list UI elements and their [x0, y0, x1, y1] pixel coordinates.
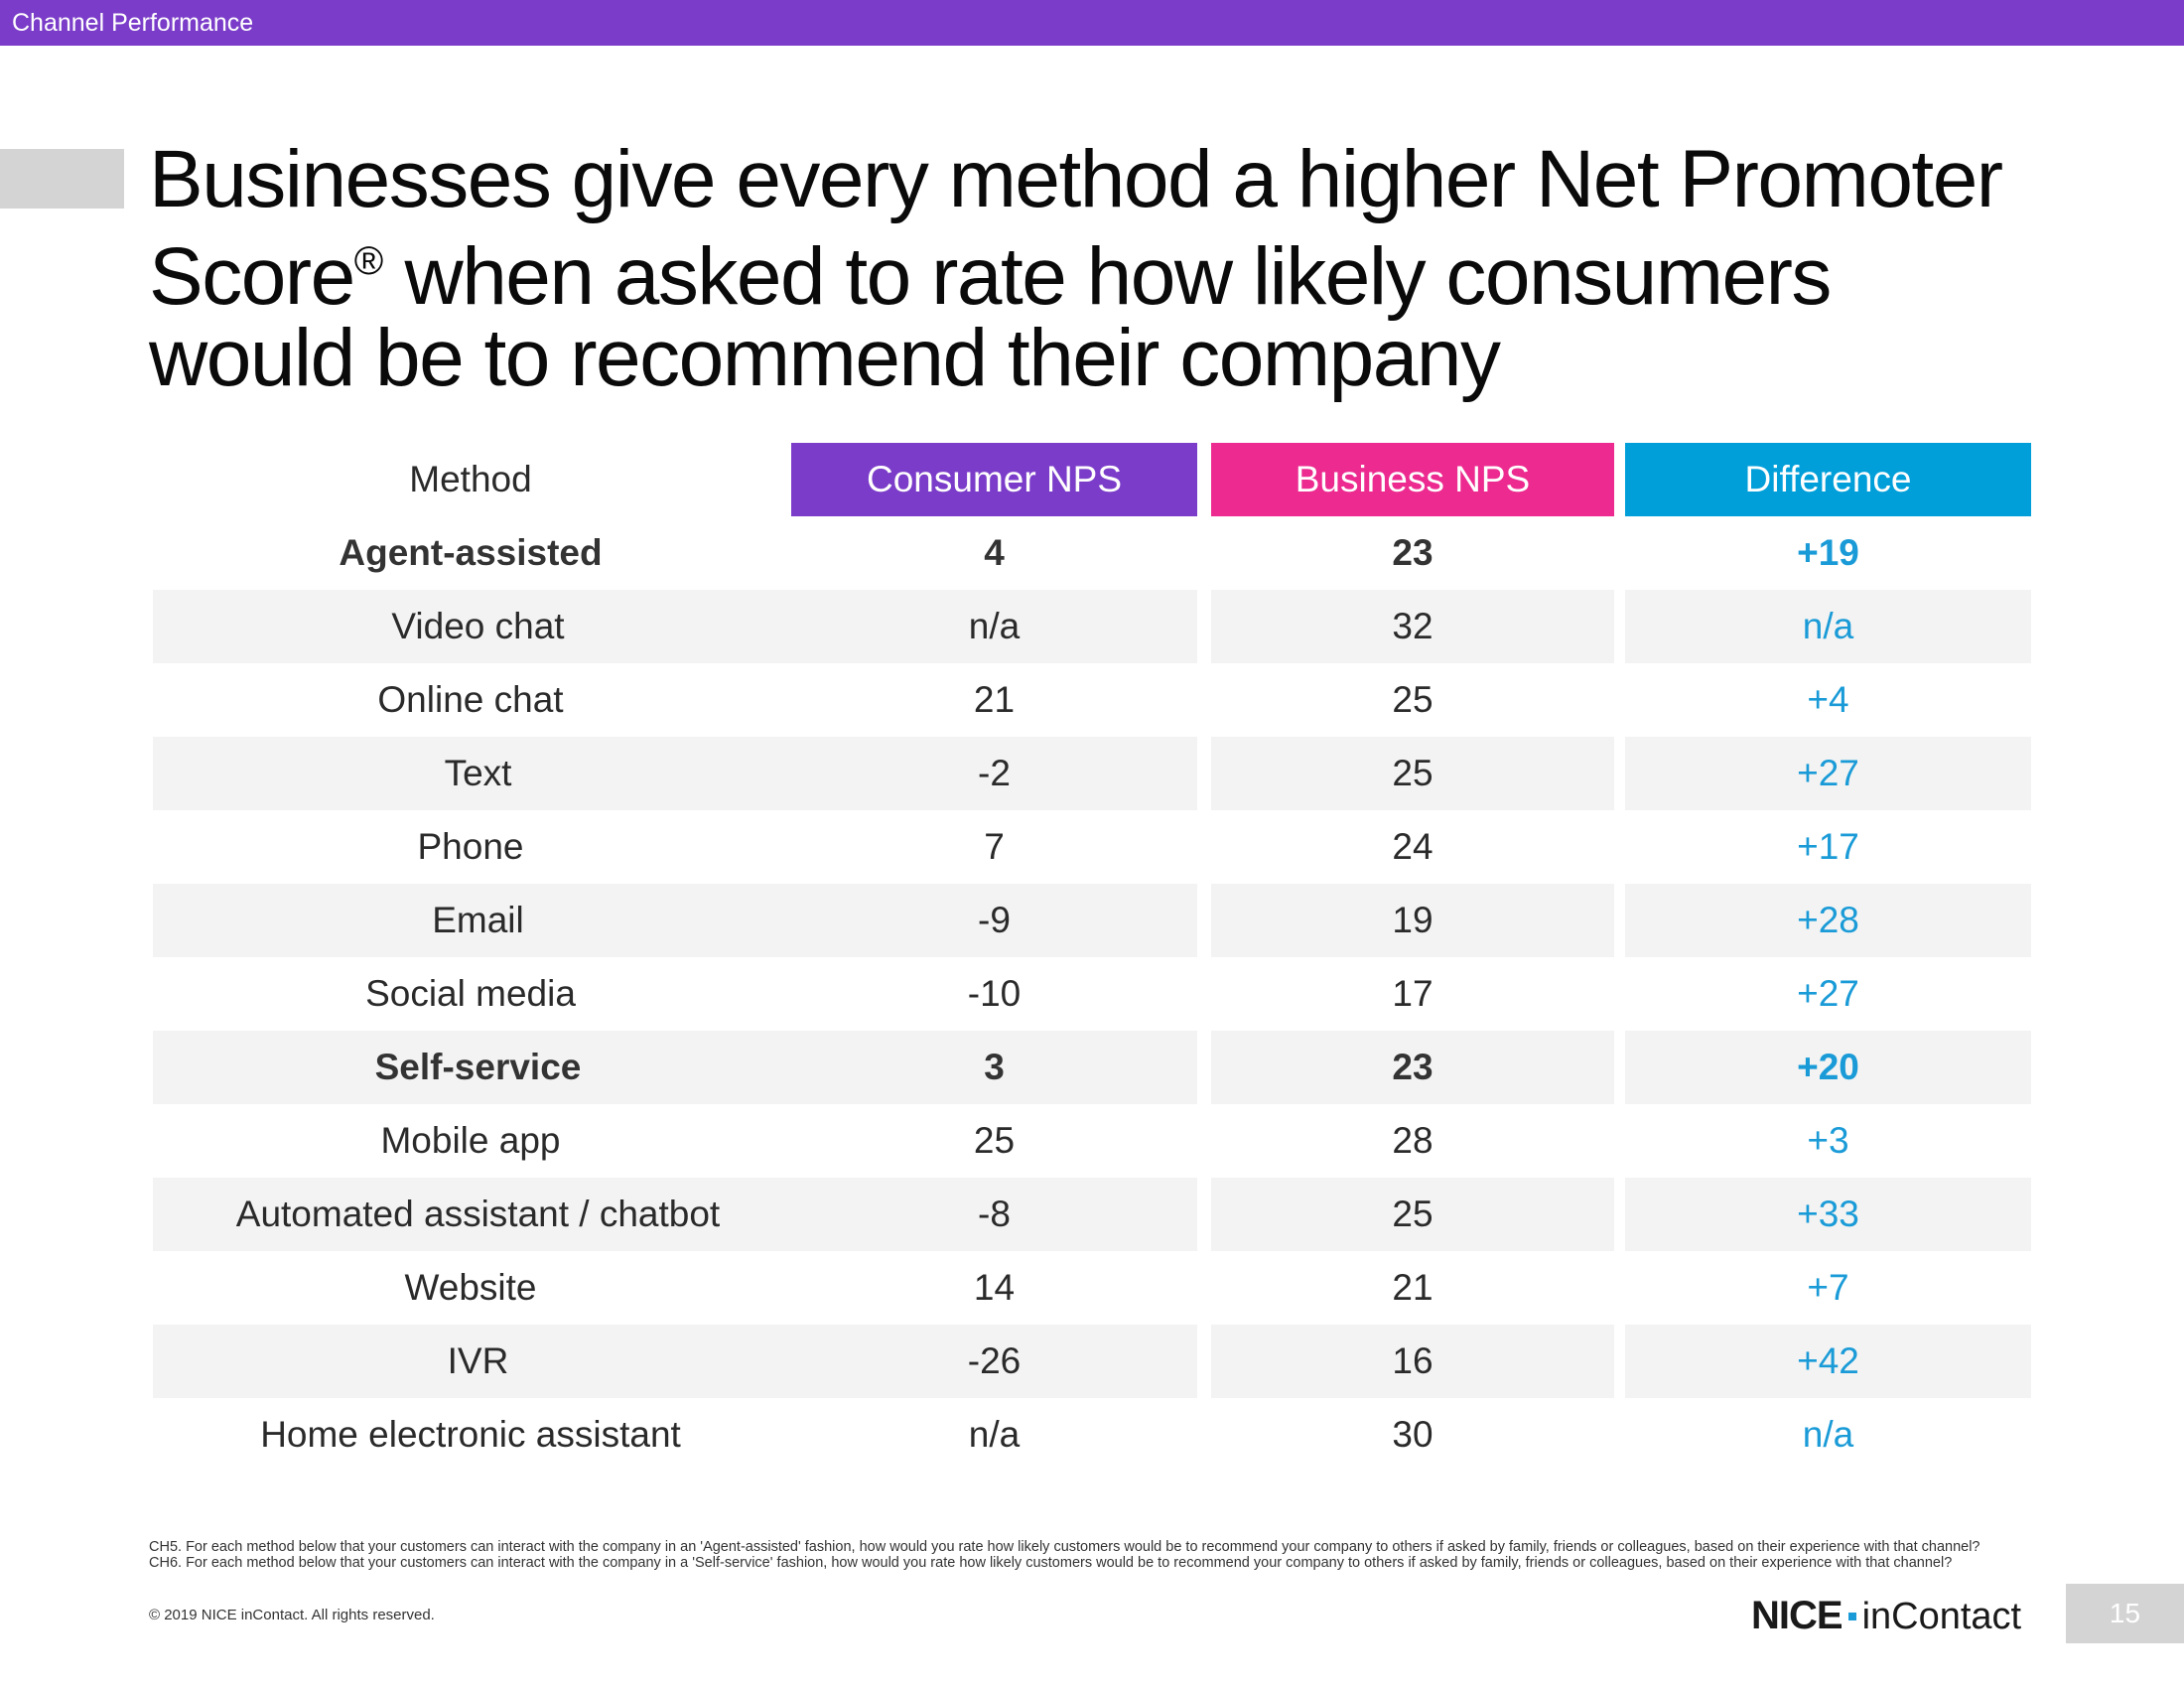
- table-row: Website 14 21 +7: [153, 1251, 2031, 1325]
- difference-cell: +27: [1797, 973, 1859, 1014]
- consumer-nps-cell: 4: [984, 532, 1005, 573]
- table-row: Home electronic assistant n/a 30 n/a: [153, 1398, 2031, 1472]
- copyright: © 2019 NICE inContact. All rights reserv…: [149, 1607, 435, 1623]
- method-cell: Agent-assisted: [339, 532, 603, 573]
- table-row: Email -9 19 +28: [153, 884, 2031, 957]
- page-title: Businesses give every method a higher Ne…: [149, 139, 2085, 399]
- method-cell: IVR: [153, 1325, 803, 1398]
- section-label: Channel Performance: [12, 9, 254, 37]
- consumer-nps-cell: 25: [973, 1120, 1016, 1161]
- method-cell: Automated assistant / chatbot: [153, 1178, 803, 1251]
- table-row: Agent-assisted 4 23 +19: [153, 516, 2031, 590]
- title-line-1: Businesses give every method a higher Ne…: [149, 134, 2003, 224]
- business-nps-cell: 25: [1211, 1178, 1614, 1251]
- consumer-nps-cell: 7: [984, 826, 1005, 867]
- table-row: Phone 7 24 +17: [153, 810, 2031, 884]
- business-nps-cell: 19: [1211, 884, 1614, 957]
- table-row: Self-service 3 23 +20: [153, 1031, 2031, 1104]
- method-cell: Email: [153, 884, 803, 957]
- difference-cell: n/a: [1625, 590, 2031, 663]
- page-number: 15: [2066, 1584, 2184, 1643]
- column-header-difference: Difference: [1625, 443, 2031, 516]
- difference-cell: +19: [1797, 532, 1859, 573]
- business-nps-cell: 17: [1392, 973, 1433, 1014]
- method-cell: Home electronic assistant: [260, 1414, 681, 1455]
- top-bar: Channel Performance: [0, 0, 2184, 46]
- business-nps-cell: 24: [1392, 826, 1433, 867]
- difference-cell: +33: [1625, 1178, 2031, 1251]
- business-nps-cell: 21: [1392, 1267, 1433, 1308]
- consumer-nps-cell: -8: [791, 1178, 1197, 1251]
- method-cell: Mobile app: [380, 1120, 561, 1161]
- table-header-row: Method Consumer NPS Business NPS Differe…: [153, 443, 2031, 516]
- consumer-nps-cell: 3: [791, 1031, 1197, 1104]
- consumer-nps-cell: -10: [967, 973, 1022, 1014]
- consumer-nps-cell: 21: [973, 679, 1016, 720]
- logo-incontact-text: inContact: [1861, 1596, 2022, 1637]
- title-line-2-start: Score: [149, 231, 355, 322]
- method-cell: Phone: [417, 826, 524, 867]
- table-row: IVR -26 16 +42: [153, 1325, 2031, 1398]
- table-row: Online chat 21 25 +4: [153, 663, 2031, 737]
- difference-cell: +7: [1807, 1267, 1849, 1308]
- consumer-nps-cell: n/a: [791, 590, 1197, 663]
- column-header-method: Method: [409, 459, 532, 499]
- logo-dot-icon: [1847, 1613, 1856, 1620]
- method-cell: Website: [404, 1267, 537, 1308]
- registered-mark: ®: [353, 239, 384, 283]
- business-nps-cell: 28: [1392, 1120, 1433, 1161]
- difference-cell: +3: [1807, 1120, 1849, 1161]
- business-nps-cell: 25: [1211, 737, 1614, 810]
- business-nps-cell: 32: [1211, 590, 1614, 663]
- business-nps-cell: 25: [1392, 679, 1433, 720]
- business-nps-cell: 23: [1211, 1031, 1614, 1104]
- method-cell: Text: [153, 737, 803, 810]
- business-nps-cell: 23: [1392, 532, 1433, 573]
- consumer-nps-cell: -26: [791, 1325, 1197, 1398]
- business-nps-cell: 16: [1211, 1325, 1614, 1398]
- footnote: CH5. For each method below that your cus…: [149, 1539, 1980, 1571]
- column-header-business-nps: Business NPS: [1211, 443, 1614, 516]
- method-cell: Self-service: [153, 1031, 803, 1104]
- logo-nice-text: NICE: [1751, 1594, 1843, 1637]
- table-row: Video chat n/a 32 n/a: [153, 590, 2031, 663]
- table-row: Social media -10 17 +27: [153, 957, 2031, 1031]
- nice-incontact-logo: NICE inContact: [1751, 1594, 2022, 1637]
- consumer-nps-cell: n/a: [968, 1414, 1021, 1455]
- column-header-consumer-nps: Consumer NPS: [791, 443, 1197, 516]
- table-row: Automated assistant / chatbot -8 25 +33: [153, 1178, 2031, 1251]
- difference-cell: +4: [1807, 679, 1849, 720]
- difference-cell: +17: [1797, 826, 1859, 867]
- table-row: Text -2 25 +27: [153, 737, 2031, 810]
- difference-cell: +20: [1625, 1031, 2031, 1104]
- difference-cell: n/a: [1802, 1414, 1854, 1455]
- difference-cell: +42: [1625, 1325, 2031, 1398]
- method-cell: Online chat: [377, 679, 564, 720]
- consumer-nps-cell: -9: [791, 884, 1197, 957]
- business-nps-cell: 30: [1392, 1414, 1433, 1455]
- difference-cell: +28: [1625, 884, 2031, 957]
- title-line-2-end: when asked to rate how likely consumers: [383, 231, 1832, 322]
- table-row: Mobile app 25 28 +3: [153, 1104, 2031, 1178]
- method-cell: Video chat: [153, 590, 803, 663]
- title-accent-tab: [0, 149, 124, 209]
- consumer-nps-cell: 14: [973, 1267, 1016, 1308]
- title-line-3: would be to recommend their company: [149, 313, 1501, 403]
- method-cell: Social media: [365, 973, 576, 1014]
- difference-cell: +27: [1625, 737, 2031, 810]
- consumer-nps-cell: -2: [791, 737, 1197, 810]
